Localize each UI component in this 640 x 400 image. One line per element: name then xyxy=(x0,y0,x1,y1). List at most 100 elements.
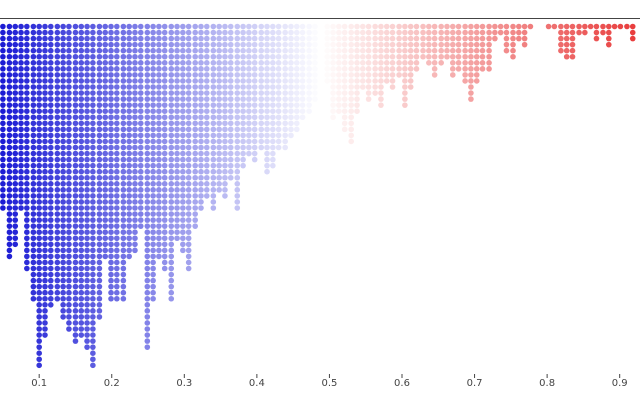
dot xyxy=(54,138,61,145)
dot xyxy=(54,96,61,102)
dot xyxy=(365,29,372,36)
dot xyxy=(102,223,109,229)
dot xyxy=(246,138,252,145)
dot xyxy=(180,229,186,235)
dot xyxy=(180,144,186,151)
dot xyxy=(144,283,151,290)
dot xyxy=(341,47,348,54)
dot xyxy=(47,265,54,272)
dot xyxy=(150,265,156,272)
dot xyxy=(132,96,138,102)
dot xyxy=(378,60,384,66)
dot xyxy=(90,181,96,187)
dot xyxy=(0,53,6,60)
dot xyxy=(114,150,120,157)
dot xyxy=(144,114,151,121)
dot xyxy=(72,181,79,187)
dot xyxy=(108,174,114,181)
dot xyxy=(102,253,109,260)
dot xyxy=(479,23,486,30)
dot xyxy=(222,96,228,102)
dot xyxy=(246,114,252,121)
dot xyxy=(78,229,85,235)
dot xyxy=(180,168,186,175)
dot xyxy=(330,41,336,48)
dot xyxy=(132,181,138,187)
dot xyxy=(72,241,79,248)
dot xyxy=(336,60,342,66)
dot xyxy=(114,120,120,127)
dot xyxy=(468,60,474,66)
dot xyxy=(132,84,138,90)
dot xyxy=(161,47,168,54)
dot xyxy=(293,126,300,133)
dot xyxy=(210,144,217,151)
dot xyxy=(563,53,570,60)
dot xyxy=(462,60,468,66)
dot xyxy=(420,53,426,60)
dot xyxy=(6,29,13,36)
dot xyxy=(84,344,90,350)
dot xyxy=(174,217,180,223)
dot xyxy=(168,60,175,66)
dot xyxy=(96,126,103,133)
dot xyxy=(413,47,420,54)
dot xyxy=(90,193,96,199)
dot xyxy=(185,96,192,102)
dot xyxy=(216,102,222,108)
dot xyxy=(246,66,252,72)
dot xyxy=(600,23,606,30)
dot xyxy=(293,72,300,78)
dot xyxy=(30,223,37,229)
dot xyxy=(204,47,210,54)
dot xyxy=(210,205,217,211)
dot xyxy=(324,23,331,30)
dot xyxy=(54,126,61,133)
dot xyxy=(156,47,162,54)
dot xyxy=(372,35,378,42)
dot xyxy=(264,168,270,175)
dot xyxy=(341,23,348,30)
dot xyxy=(108,120,114,127)
dot xyxy=(336,72,342,78)
dot xyxy=(227,102,234,108)
dot xyxy=(36,84,42,90)
dot xyxy=(30,181,37,187)
dot xyxy=(282,114,288,121)
dot xyxy=(246,29,252,36)
dot xyxy=(47,259,54,266)
dot xyxy=(96,78,103,84)
dot xyxy=(144,199,151,205)
dot xyxy=(288,114,294,121)
dot xyxy=(275,102,282,108)
dot xyxy=(317,41,324,48)
dot xyxy=(216,108,222,114)
dot xyxy=(78,187,85,193)
dot xyxy=(354,84,360,90)
dot xyxy=(78,314,85,320)
dot xyxy=(317,60,324,66)
dot xyxy=(180,235,186,242)
dot xyxy=(360,35,366,42)
dot xyxy=(24,253,30,260)
dot xyxy=(114,174,120,181)
dot xyxy=(120,265,127,272)
dot xyxy=(168,102,175,108)
dot xyxy=(275,126,282,133)
dot xyxy=(299,29,306,36)
dot xyxy=(156,126,162,133)
dot xyxy=(336,35,342,42)
dot xyxy=(234,187,241,193)
dot xyxy=(161,211,168,217)
dot xyxy=(12,162,19,169)
dot xyxy=(275,138,282,145)
dot xyxy=(78,326,85,332)
dot xyxy=(198,199,204,205)
dot xyxy=(144,326,151,332)
dot xyxy=(240,144,246,151)
dot xyxy=(90,223,96,229)
dot xyxy=(468,53,474,60)
dot xyxy=(402,41,408,48)
dot xyxy=(84,90,90,96)
dot xyxy=(47,289,54,296)
